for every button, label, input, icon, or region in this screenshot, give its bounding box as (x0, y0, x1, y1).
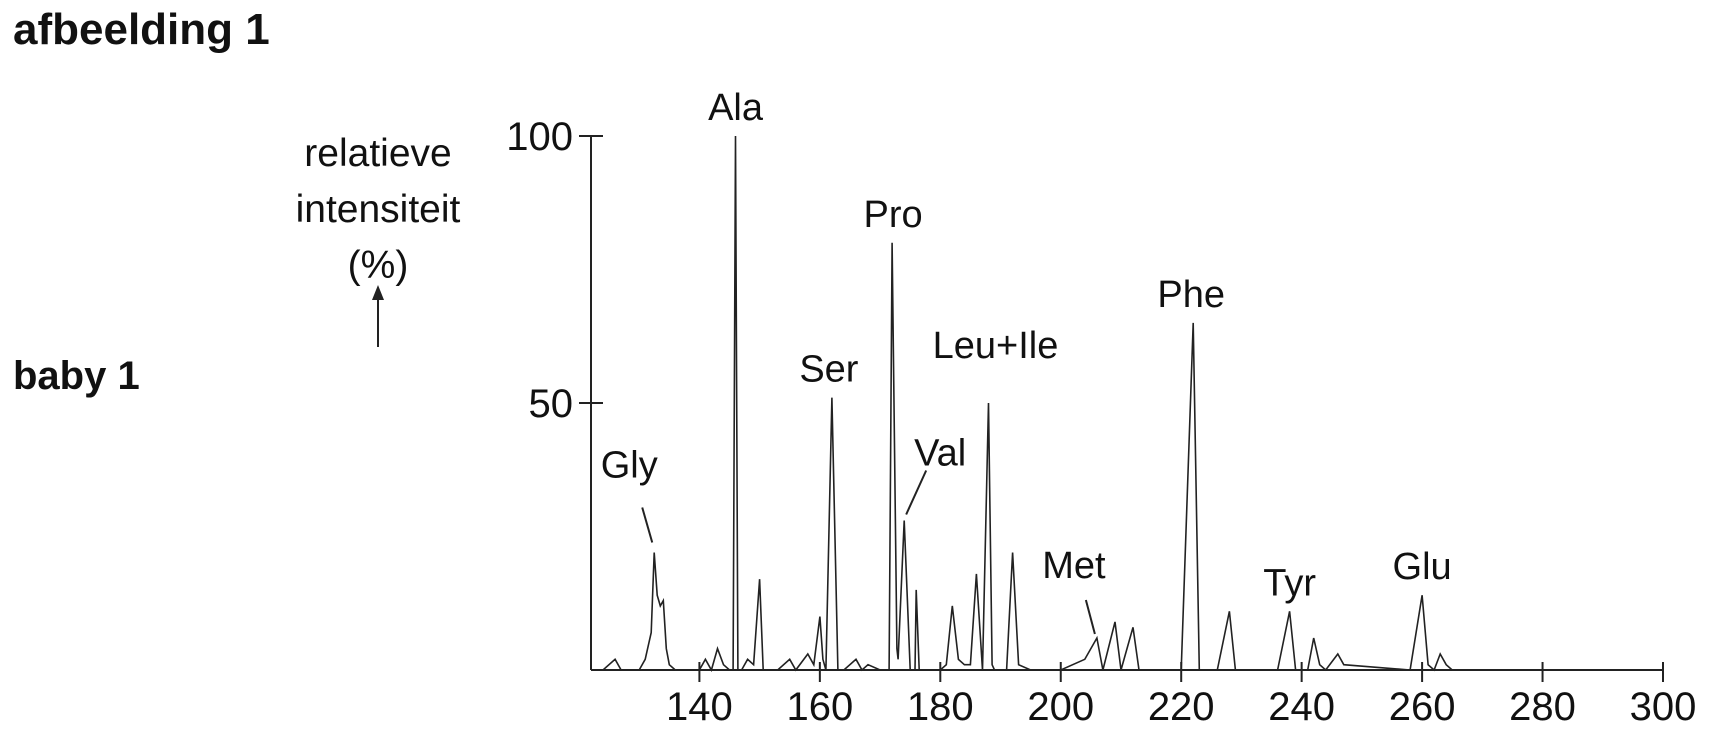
peak-label-ser: Ser (799, 349, 858, 391)
peak-label-glu: Glu (1393, 546, 1452, 588)
y-tick-label-100: 100 (506, 115, 573, 159)
y-axis-label-line-2: intensiteit (296, 188, 461, 231)
peak-leader-val (905, 470, 928, 515)
y-axis-label-line-1: relatieve (304, 132, 451, 175)
peak-label-pro: Pro (864, 194, 923, 236)
peak-labels: Gly Ala Ser Pro Val Leu+Ile Met Phe Tyr Glu (601, 87, 1452, 635)
y-axis-label-line-3: (%) (348, 244, 409, 287)
axes: 50 100 140 160 180 200 220 240 260 280 300 (506, 115, 1696, 729)
series-line-0 (591, 135, 1603, 673)
peak-leader-gly (641, 507, 654, 543)
x-tick-label-240: 240 (1268, 685, 1335, 729)
x-tick-label-220: 220 (1148, 685, 1215, 729)
peak-leader-met (1084, 599, 1096, 635)
peak-label-met: Met (1042, 545, 1106, 587)
y-tick-label-50: 50 (529, 382, 574, 426)
peak-label-tyr: Tyr (1263, 562, 1316, 604)
x-tick-label-140: 140 (666, 685, 733, 729)
peak-label-ala: Ala (708, 87, 764, 129)
y-axis-label: relatieve intensiteit (%) (296, 132, 461, 347)
peak-label-leu-ile: Leu+Ile (933, 325, 1059, 367)
x-tick-label-280: 280 (1509, 685, 1576, 729)
panel-label: baby 1 (13, 354, 140, 398)
y-axis-arrow-head (372, 285, 384, 300)
x-tick-label-180: 180 (907, 685, 974, 729)
x-tick-label-160: 160 (786, 685, 853, 729)
peak-label-val: Val (914, 432, 966, 474)
x-tick-label-300: 300 (1630, 685, 1697, 729)
peak-label-phe: Phe (1157, 274, 1225, 316)
x-tick-label-200: 200 (1027, 685, 1094, 729)
series-layer (591, 135, 1603, 673)
page-title: afbeelding 1 (13, 5, 270, 54)
x-tick-label-260: 260 (1389, 685, 1456, 729)
peak-label-gly: Gly (601, 445, 658, 487)
